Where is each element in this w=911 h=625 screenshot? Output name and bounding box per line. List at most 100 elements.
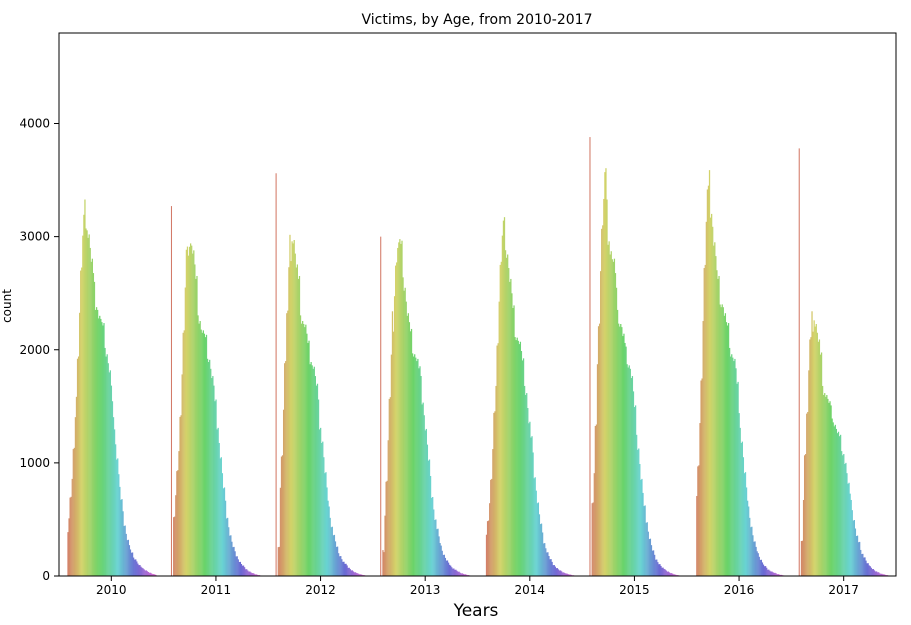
bar — [565, 573, 567, 576]
bar — [92, 273, 95, 576]
bar — [729, 347, 731, 576]
bar — [880, 573, 882, 576]
bar — [155, 574, 157, 576]
bar — [383, 552, 385, 576]
bar — [112, 417, 115, 576]
bar — [245, 569, 247, 576]
bar — [243, 567, 246, 576]
bar — [633, 407, 636, 576]
bar — [119, 486, 121, 576]
bar — [631, 376, 634, 576]
bar — [872, 569, 875, 576]
bar — [525, 394, 527, 576]
bar — [184, 287, 186, 576]
bar — [859, 541, 861, 576]
bar — [441, 550, 443, 576]
bar — [705, 221, 707, 576]
chart-title: Victims, by Age, from 2010-2017 — [361, 12, 592, 28]
y-tick-label: 3000 — [19, 230, 50, 244]
bar — [398, 242, 400, 576]
bar — [304, 327, 306, 577]
bar — [607, 244, 609, 576]
bar — [613, 258, 616, 576]
bar — [856, 535, 859, 576]
bar — [566, 573, 568, 576]
bar — [547, 552, 549, 576]
bar — [536, 503, 538, 576]
bar — [608, 241, 610, 576]
bar — [331, 526, 333, 576]
bar — [660, 565, 662, 576]
bar — [625, 346, 627, 576]
bar — [765, 566, 767, 576]
bar — [519, 341, 522, 576]
bar — [436, 529, 438, 576]
bar — [882, 574, 884, 576]
bar — [800, 541, 803, 576]
bar — [737, 381, 739, 576]
bar — [674, 574, 676, 576]
bar — [315, 385, 318, 576]
bar — [669, 573, 672, 576]
bar — [435, 519, 437, 576]
bar — [312, 368, 314, 576]
bar — [120, 499, 122, 576]
bar — [104, 347, 106, 576]
bar — [545, 548, 547, 576]
bar — [806, 413, 808, 576]
bar — [83, 214, 85, 577]
bar — [455, 569, 457, 576]
bar — [711, 213, 713, 576]
bar — [285, 361, 287, 576]
bar — [708, 170, 711, 577]
bar — [246, 569, 248, 576]
bar — [803, 455, 806, 576]
bar — [704, 264, 706, 576]
bar — [251, 573, 253, 576]
bar — [142, 568, 144, 576]
bar — [385, 481, 387, 576]
bar — [422, 402, 424, 576]
bar — [884, 574, 886, 576]
bar — [222, 488, 225, 576]
bar — [359, 574, 361, 576]
bar — [427, 460, 430, 576]
bar — [555, 568, 558, 576]
bar — [215, 399, 217, 576]
bar — [808, 370, 810, 576]
bar — [854, 528, 857, 576]
bar — [181, 374, 183, 576]
bar — [528, 423, 530, 576]
bar — [489, 503, 491, 576]
bar — [741, 441, 743, 576]
bar — [68, 518, 70, 576]
bar — [717, 278, 719, 576]
bar — [188, 246, 191, 576]
bar — [108, 372, 110, 577]
bar — [594, 426, 596, 576]
bar — [224, 500, 227, 576]
bar — [866, 563, 868, 576]
bar — [867, 563, 869, 576]
bar — [351, 570, 354, 576]
bar — [230, 535, 232, 576]
bar — [297, 278, 300, 576]
bar — [831, 418, 833, 576]
bar — [423, 415, 425, 576]
bar — [71, 478, 73, 576]
bar — [491, 478, 493, 576]
bar — [639, 464, 641, 576]
bar — [239, 561, 242, 576]
bar — [299, 315, 302, 576]
bar — [755, 546, 757, 576]
bar — [706, 189, 709, 576]
bar — [864, 557, 866, 576]
bar — [397, 247, 399, 576]
bar — [287, 310, 289, 576]
bar — [720, 307, 722, 576]
bar — [616, 309, 619, 576]
bar — [836, 433, 839, 576]
bar — [730, 356, 732, 576]
bar — [342, 561, 344, 576]
